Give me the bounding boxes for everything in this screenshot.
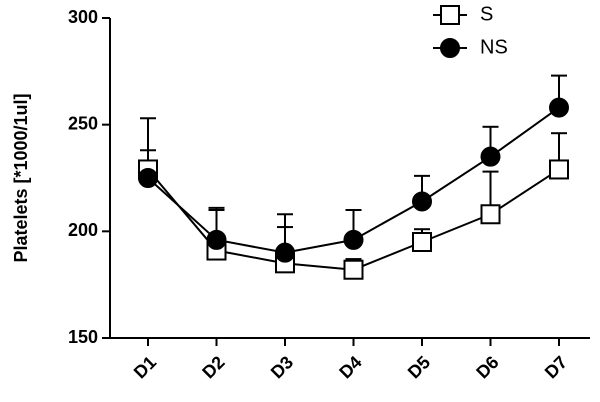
marker <box>206 229 227 250</box>
marker <box>412 191 432 212</box>
x-tick-label: D1 <box>130 352 160 382</box>
x-tick-label: D2 <box>198 352 228 382</box>
y-axis-label: Platelets [*1000/1ul] <box>11 93 31 262</box>
legend-label: S <box>480 3 493 25</box>
x-tick-label: D4 <box>335 352 365 382</box>
x-tick-label: D6 <box>472 352 502 382</box>
marker <box>275 242 295 263</box>
marker <box>549 159 569 180</box>
marker <box>480 204 501 225</box>
marker <box>412 232 432 252</box>
x-tick-label: D7 <box>541 352 571 382</box>
y-tick-label: 200 <box>68 220 98 240</box>
marker <box>480 146 501 167</box>
x-tick-label: D3 <box>267 352 297 382</box>
legend-marker <box>440 38 460 58</box>
y-tick-label: 250 <box>68 113 98 133</box>
x-tick-label: D5 <box>404 352 434 382</box>
y-tick-label: 150 <box>68 327 98 347</box>
marker <box>343 259 364 280</box>
legend-marker <box>440 5 460 25</box>
legend-label: NS <box>480 36 508 58</box>
marker <box>343 229 364 250</box>
marker <box>549 97 569 118</box>
y-tick-label: 300 <box>68 7 98 27</box>
marker <box>138 168 158 188</box>
